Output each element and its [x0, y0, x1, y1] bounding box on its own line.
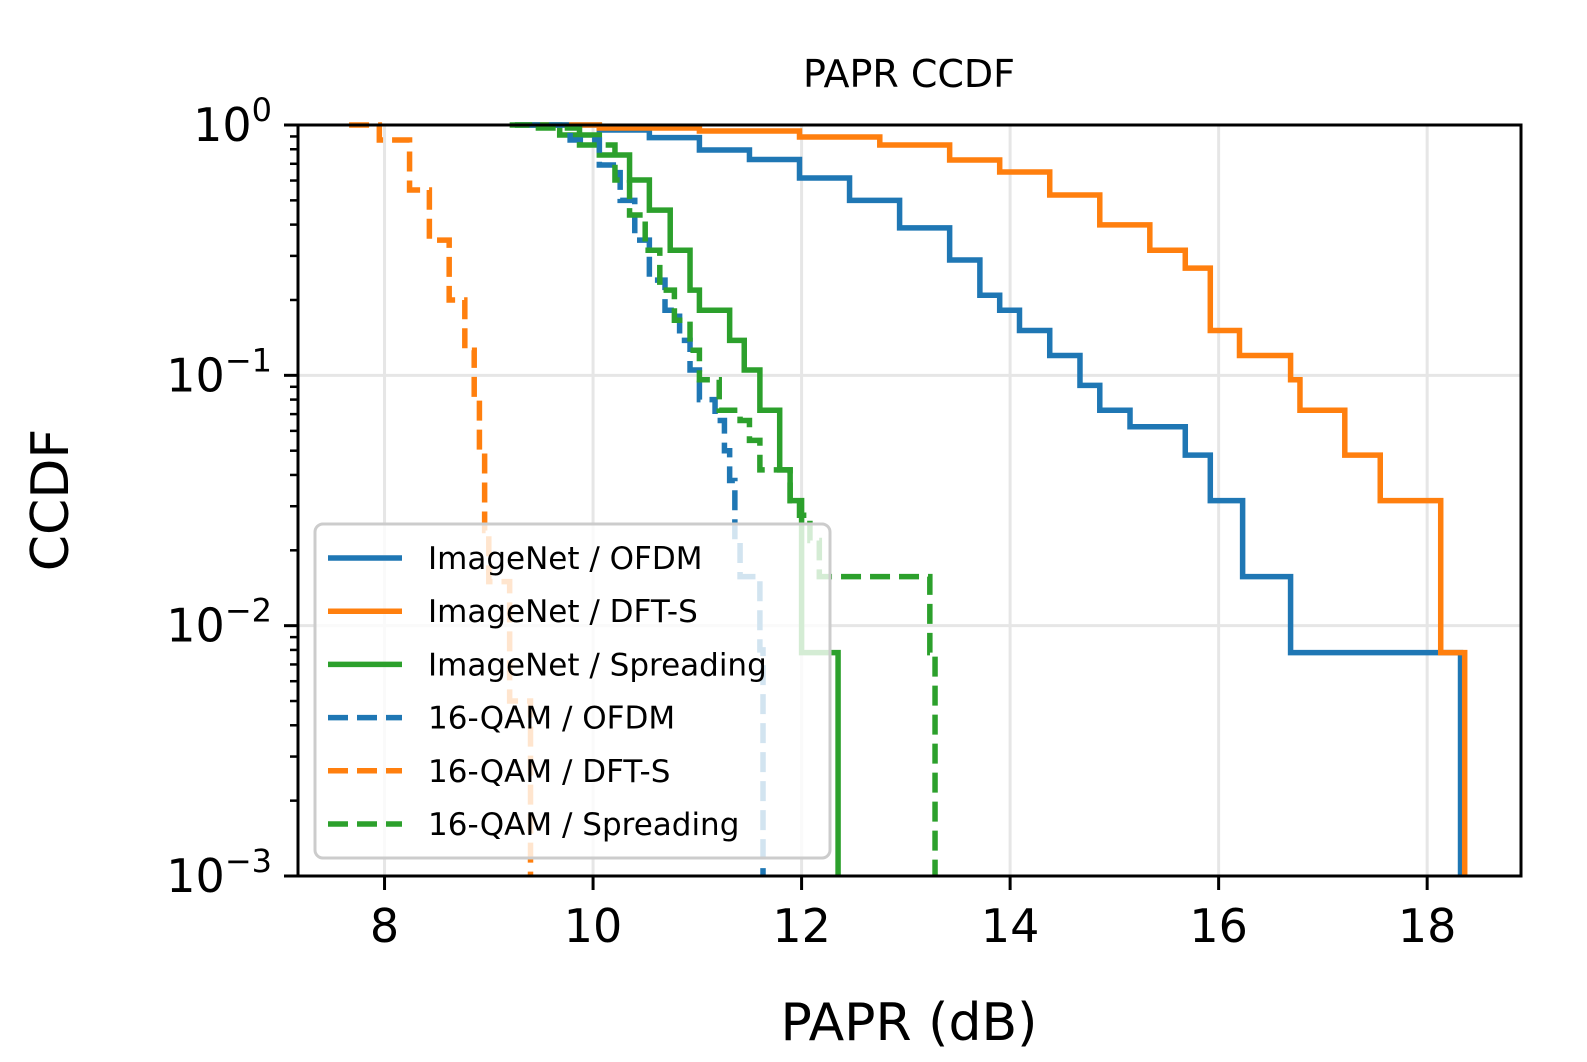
- y-axis-label: CCDF: [21, 429, 81, 572]
- x-tick-label: 16: [1189, 899, 1248, 953]
- series-line-imagenet-ofdm: [514, 122, 1464, 876]
- series-line-16-qam-ofdm: [520, 122, 766, 876]
- series-line-16-qam-dft-s: [349, 122, 534, 876]
- legend-label: 16-QAM / Spreading: [428, 807, 739, 843]
- legend-label: ImageNet / DFT-S: [428, 594, 698, 630]
- x-tick-label: 18: [1398, 899, 1457, 953]
- legend-label: ImageNet / Spreading: [428, 647, 767, 683]
- x-tick-label: 10: [564, 899, 623, 953]
- y-tick-label: 10−1: [166, 341, 272, 402]
- legend-label: ImageNet / OFDM: [428, 541, 703, 577]
- x-tick-label: 8: [370, 899, 399, 953]
- legend-box: [313, 522, 832, 860]
- axis-ticks: 8 10 12 14 16 18 100 10−1 10−2 10−3: [166, 91, 1456, 953]
- series-line-imagenet-dft-s: [520, 122, 1468, 876]
- x-axis-label: PAPR (dB): [781, 993, 1038, 1053]
- plot-frame: [296, 123, 1523, 878]
- x-tick-label: 12: [772, 899, 831, 953]
- legend: ImageNet / OFDM ImageNet / DFT-S ImageNet …: [313, 522, 832, 860]
- legend-label: 16-QAM / OFDM: [428, 701, 675, 737]
- x-tick-label: 14: [981, 899, 1040, 953]
- y-tick-label: 10−2: [166, 592, 272, 653]
- y-tick-label: 100: [193, 91, 272, 152]
- legend-label: 16-QAM / DFT-S: [428, 754, 670, 790]
- chart-title: PAPR CCDF: [803, 52, 1015, 96]
- y-tick-label: 10−3: [166, 842, 272, 903]
